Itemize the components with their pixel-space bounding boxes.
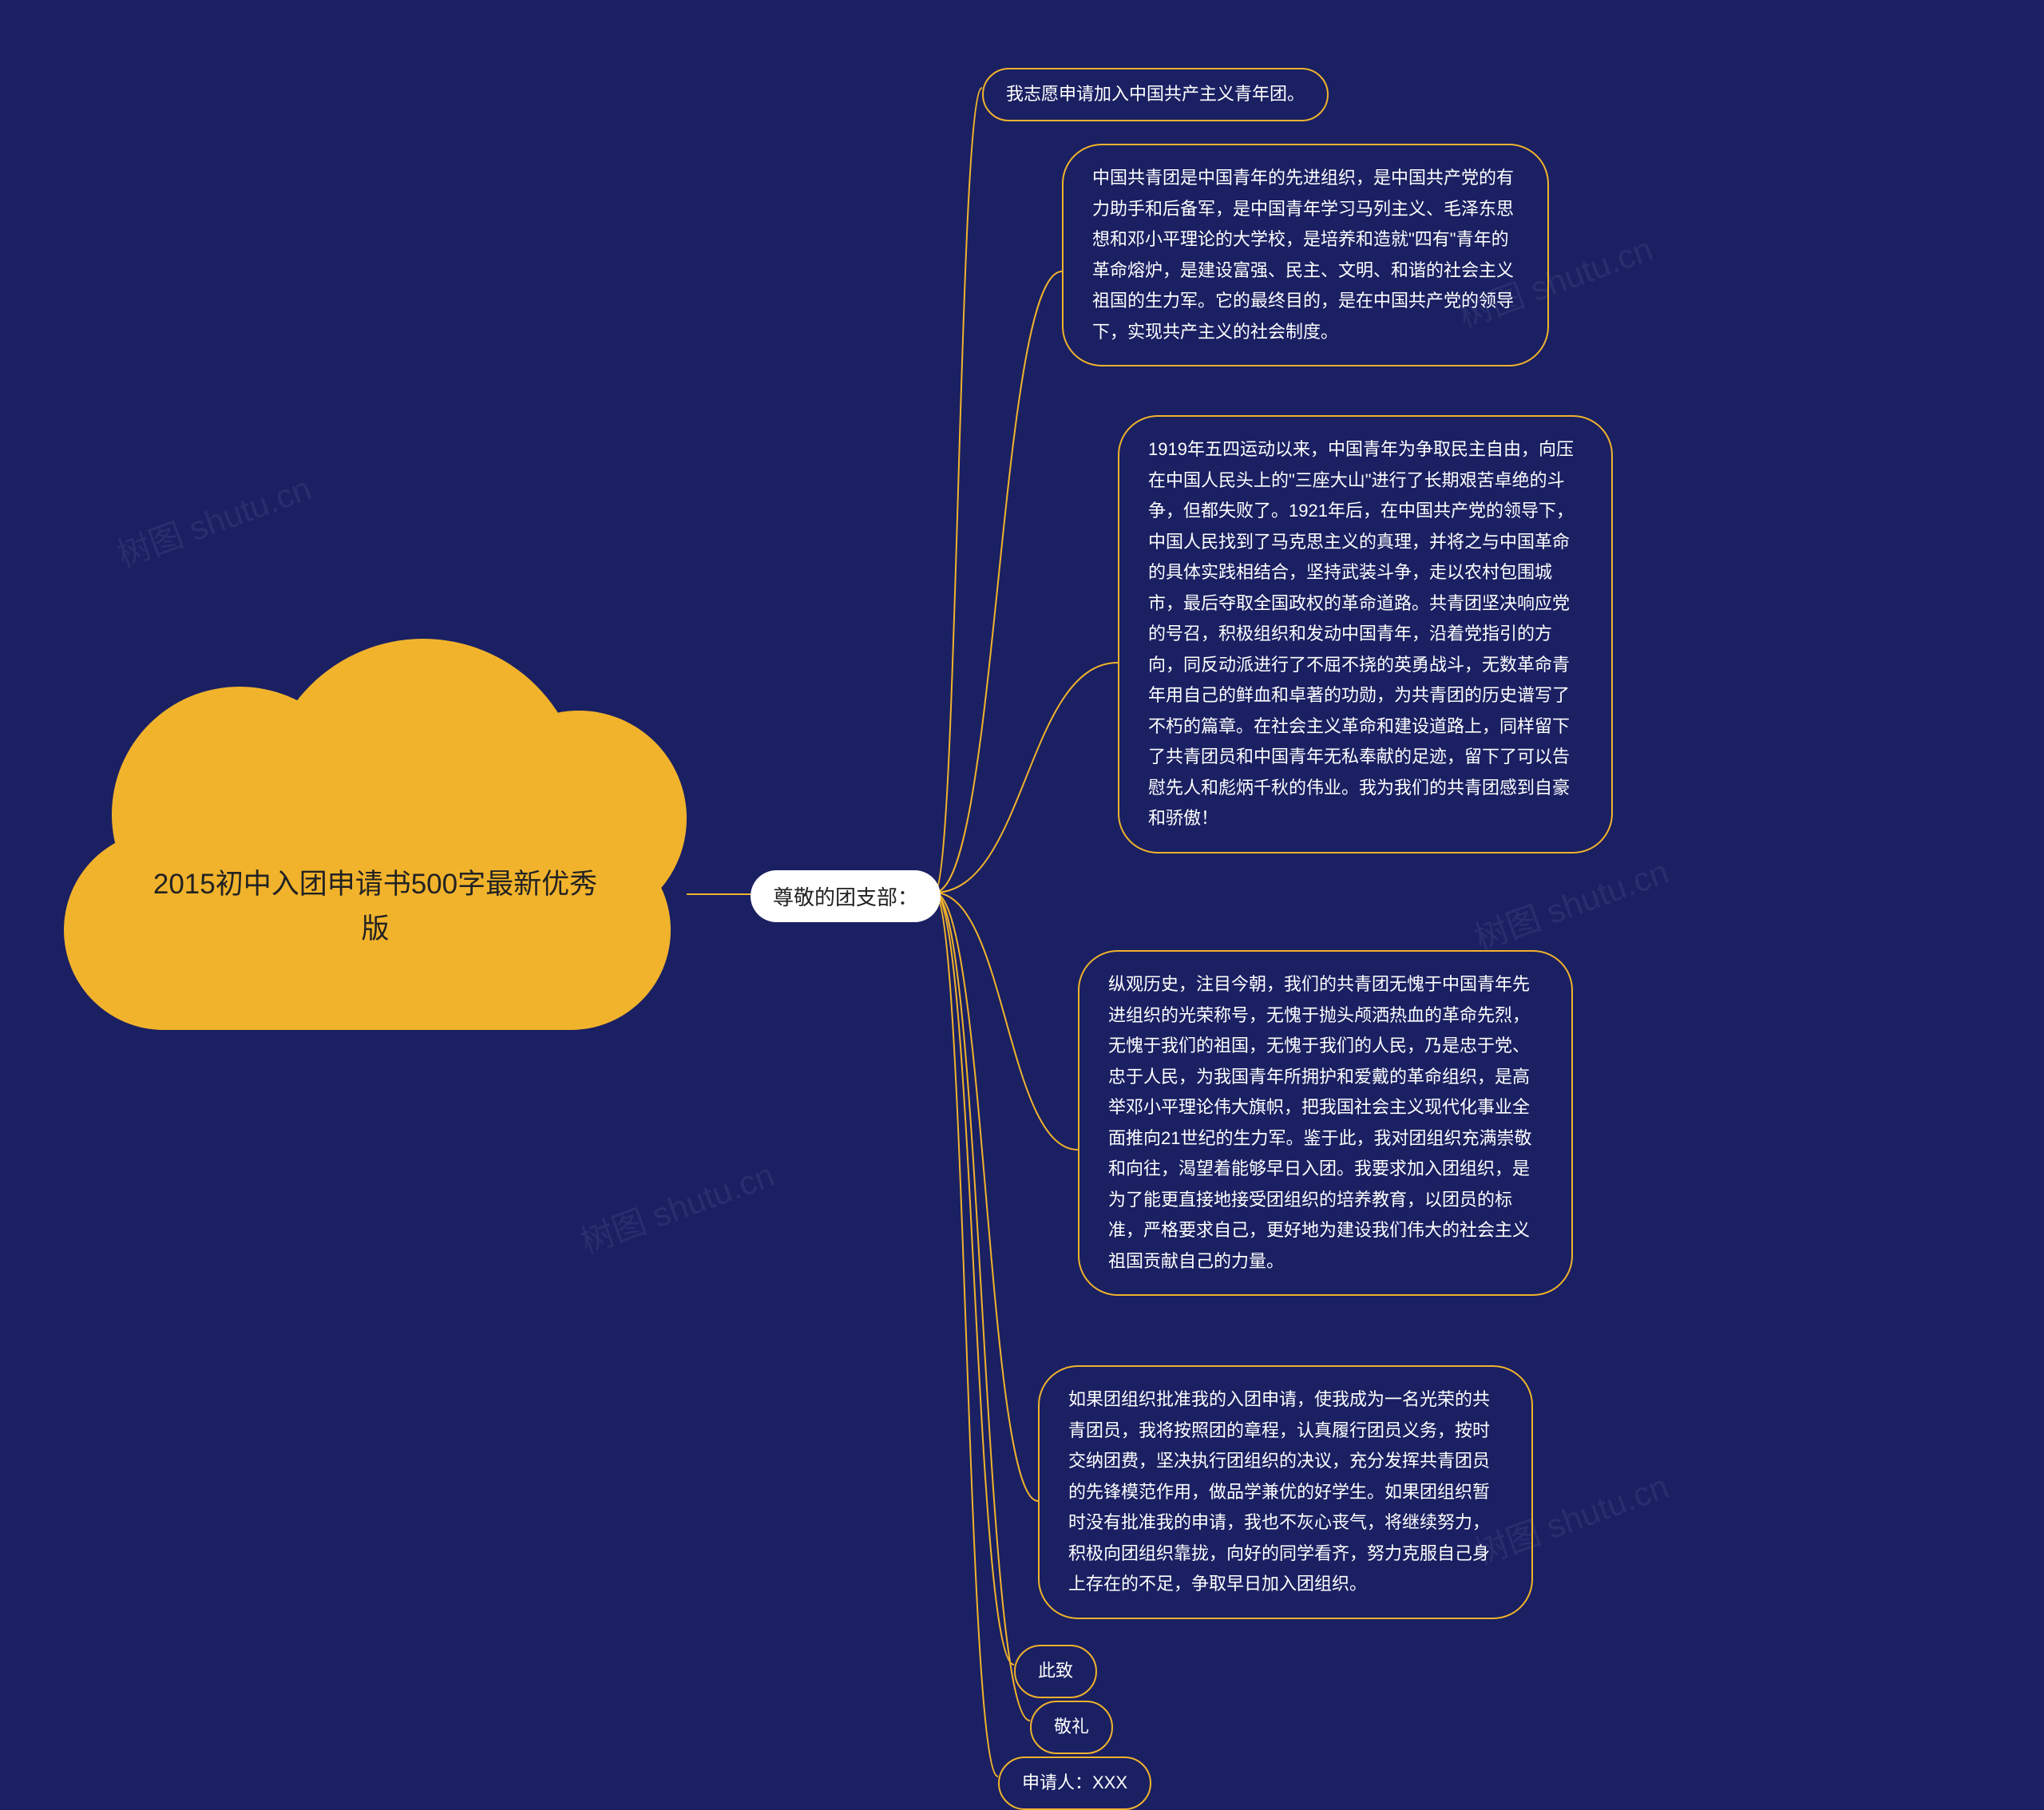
leaf-node[interactable]: 1919年五四运动以来，中国青年为争取民主自由，向压在中国人民头上的"三座大山"… (1118, 415, 1613, 854)
mid-node[interactable]: 尊敬的团支部： (751, 870, 941, 922)
watermark: 树图 shutu.cn (109, 461, 317, 576)
leaf-node[interactable]: 如果团组织批准我的入团申请，使我成为一名光荣的共青团员，我将按照团的章程，认真履… (1038, 1365, 1533, 1619)
leaf-node[interactable]: 中国共青团是中国青年的先进组织，是中国共产党的有力助手和后备军，是中国青年学习马… (1062, 144, 1549, 366)
root-title: 2015初中入团申请书500字最新优秀版 (152, 862, 599, 952)
watermark: 树图 shutu.cn (572, 1148, 780, 1263)
leaf-node[interactable]: 敬礼 (1030, 1701, 1113, 1754)
watermark: 树图 shutu.cn (1467, 845, 1674, 960)
leaf-node[interactable]: 此致 (1014, 1645, 1097, 1698)
leaf-node[interactable]: 申请人：XXX (998, 1757, 1151, 1810)
root-cloud (64, 623, 687, 1062)
leaf-node[interactable]: 纵观历史，注目今朝，我们的共青团无愧于中国青年先进组织的光荣称号，无愧于抛头颅洒… (1078, 950, 1573, 1296)
leaf-node[interactable]: 我志愿申请加入中国共产主义青年团。 (982, 68, 1329, 121)
